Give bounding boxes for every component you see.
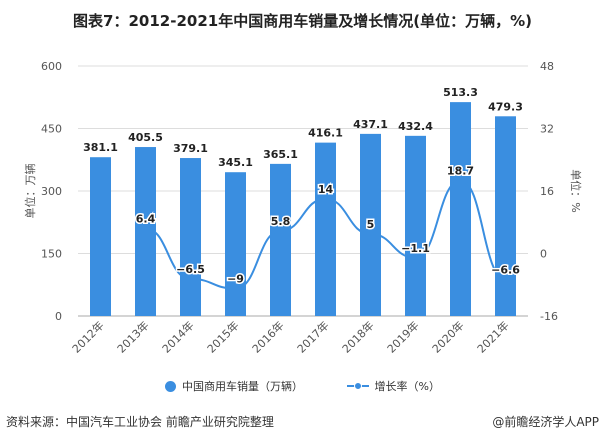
bar xyxy=(405,135,426,316)
y2-axis-label: 单位：% xyxy=(569,169,583,212)
x-tick-label: 2013年 xyxy=(114,318,151,355)
bar xyxy=(180,158,201,316)
bar-value-label: 381.1 xyxy=(83,141,118,154)
y-tick-label: 150 xyxy=(41,248,62,261)
bar-value-label: 416.1 xyxy=(308,127,343,140)
line-value-label: −9 xyxy=(227,273,244,286)
x-tick-label: 2014年 xyxy=(159,318,196,355)
x-tick-label: 2016年 xyxy=(249,318,286,355)
x-tick-label: 2015年 xyxy=(204,318,241,355)
bar-value-label: 437.1 xyxy=(353,118,388,131)
y2-tick-label: -16 xyxy=(540,310,558,323)
x-tick-label: 2020年 xyxy=(429,318,466,355)
bar-value-label: 379.1 xyxy=(173,142,208,155)
bar xyxy=(360,133,381,316)
bar-value-label: 345.1 xyxy=(218,156,253,169)
legend-bar: 中国商用车销量（万辆） xyxy=(182,380,304,393)
y-tick-label: 300 xyxy=(41,185,62,198)
legend-line: 增长率（%） xyxy=(374,380,440,393)
bar-value-label: 365.1 xyxy=(263,148,298,161)
bar xyxy=(315,142,336,316)
line-value-label: 14 xyxy=(318,183,334,196)
legend: 中国商用车销量（万辆） 增长率（%） xyxy=(0,378,605,394)
y2-tick-label: 16 xyxy=(540,185,554,198)
bar-value-label: 479.3 xyxy=(488,100,523,113)
line-value-label: 5.8 xyxy=(271,215,291,228)
line-value-label: −6.5 xyxy=(176,263,205,276)
credit: @前瞻经济学人APP xyxy=(492,415,599,429)
x-tick-label: 2017年 xyxy=(294,318,331,355)
bar-legend-icon xyxy=(165,380,177,392)
y2-tick-label: 48 xyxy=(540,60,554,73)
line-value-label: 6.4 xyxy=(136,213,156,226)
x-tick-label: 2018年 xyxy=(339,318,376,355)
y-tick-label: 450 xyxy=(41,123,62,136)
chart-title: 图表7：2012-2021年中国商用车销量及增长情况(单位：万辆，%) xyxy=(73,12,532,30)
y-tick-label: 0 xyxy=(55,310,62,323)
line-value-label: 18.7 xyxy=(447,164,474,177)
bar xyxy=(495,116,516,317)
y2-tick-label: 0 xyxy=(540,248,547,261)
bar xyxy=(225,172,246,316)
x-tick-label: 2012年 xyxy=(69,318,106,355)
bar-value-label: 513.3 xyxy=(443,86,478,99)
y2-tick-label: 32 xyxy=(540,123,554,136)
bar xyxy=(90,157,111,316)
bar xyxy=(135,147,156,316)
bar-value-label: 405.5 xyxy=(128,131,163,144)
source-note: 资料来源：中国汽车工业协会 前瞻产业研究院整理 xyxy=(6,415,274,429)
x-tick-label: 2019年 xyxy=(384,318,421,355)
line-value-label: −1.1 xyxy=(401,242,430,255)
growth-line xyxy=(145,179,506,290)
bar-value-label: 432.4 xyxy=(398,120,433,133)
line-legend-icon xyxy=(346,382,369,390)
line-value-label: −6.6 xyxy=(491,263,520,276)
y-tick-label: 600 xyxy=(41,60,62,73)
x-tick-label: 2021年 xyxy=(474,318,511,355)
bar xyxy=(270,163,291,316)
bar xyxy=(450,102,471,316)
line-value-label: 5 xyxy=(367,218,375,231)
y-axis-label: 单位：万辆 xyxy=(23,164,37,219)
